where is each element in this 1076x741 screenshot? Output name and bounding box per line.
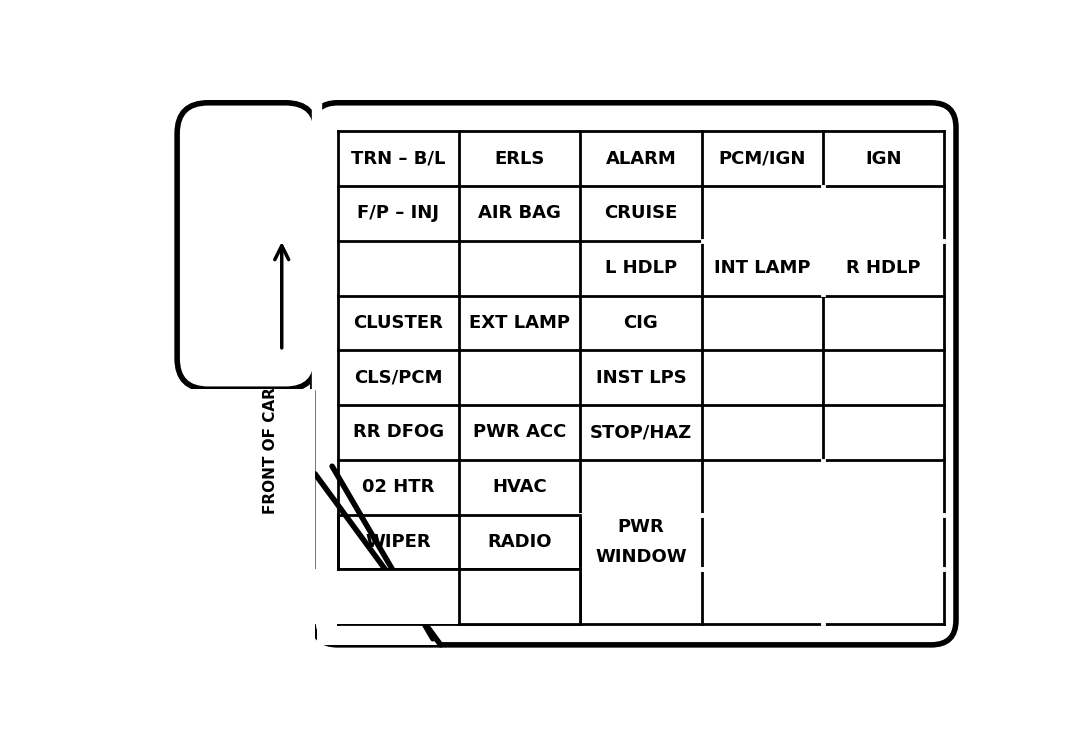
Text: STOP/HAZ: STOP/HAZ bbox=[590, 423, 692, 442]
Text: PCM/IGN: PCM/IGN bbox=[719, 150, 806, 167]
Text: ALARM: ALARM bbox=[606, 150, 677, 167]
Text: CLUSTER: CLUSTER bbox=[353, 314, 443, 332]
Text: F/P – INJ: F/P – INJ bbox=[357, 205, 439, 222]
Text: IGN: IGN bbox=[865, 150, 902, 167]
FancyBboxPatch shape bbox=[313, 103, 955, 645]
Text: HVAC: HVAC bbox=[492, 478, 547, 496]
Text: INT LAMP: INT LAMP bbox=[714, 259, 810, 277]
Text: PWR ACC: PWR ACC bbox=[473, 423, 566, 442]
Polygon shape bbox=[315, 569, 580, 624]
Text: CIG: CIG bbox=[624, 314, 659, 332]
Text: TRN – B/L: TRN – B/L bbox=[351, 150, 445, 167]
Text: INST LPS: INST LPS bbox=[596, 369, 686, 387]
Text: 02 HTR: 02 HTR bbox=[362, 478, 435, 496]
FancyBboxPatch shape bbox=[178, 103, 316, 389]
Text: CLS/PCM: CLS/PCM bbox=[354, 369, 442, 387]
Text: PWR
WINDOW: PWR WINDOW bbox=[595, 519, 686, 565]
Polygon shape bbox=[134, 389, 315, 659]
Bar bbox=[312, 103, 322, 389]
Text: RADIO: RADIO bbox=[487, 533, 552, 551]
Text: EXT LAMP: EXT LAMP bbox=[469, 314, 570, 332]
Text: RR DFOG: RR DFOG bbox=[353, 423, 443, 442]
Text: WIPER: WIPER bbox=[366, 533, 431, 551]
Text: FRONT OF CAR: FRONT OF CAR bbox=[263, 388, 278, 514]
Text: AIR BAG: AIR BAG bbox=[478, 205, 561, 222]
Text: L HDLP: L HDLP bbox=[605, 259, 677, 277]
Text: R HDLP: R HDLP bbox=[847, 259, 921, 277]
Text: ERLS: ERLS bbox=[494, 150, 544, 167]
Text: CRUISE: CRUISE bbox=[605, 205, 678, 222]
Polygon shape bbox=[316, 389, 441, 645]
